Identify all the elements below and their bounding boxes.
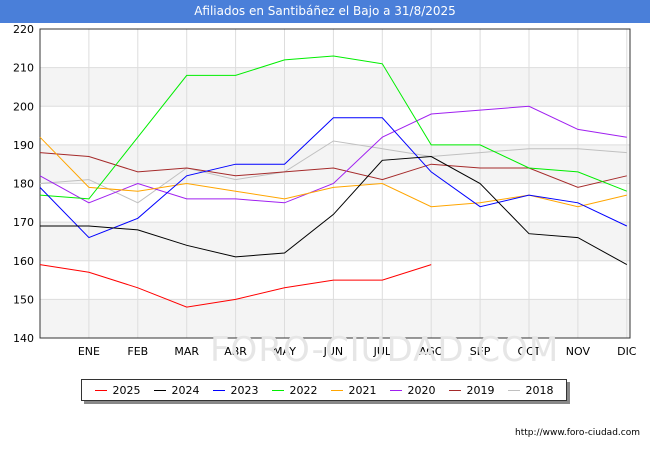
watermark: FORO-CIUDAD.COM: [210, 330, 560, 370]
x-tick-label: ABR: [224, 345, 247, 358]
x-tick-label: OCT: [517, 345, 540, 358]
chart-title: Afiliados en Santibáñez el Bajo a 31/8/2…: [0, 0, 650, 23]
series-line-2022: [39, 55, 627, 200]
legend-label: 2025: [112, 383, 141, 397]
legend-swatch: [448, 389, 461, 391]
x-tick-label: DIC: [617, 345, 637, 358]
series-line-2020: [39, 105, 627, 204]
y-tick-label: 190: [13, 139, 34, 152]
series-line-2023: [39, 117, 628, 239]
x-tick-label: JUL: [373, 345, 392, 358]
plot-band: [40, 67, 630, 107]
y-tick-label: 180: [13, 178, 34, 191]
y-tick-label: 150: [13, 293, 34, 306]
x-tick-label: FEB: [127, 345, 148, 358]
y-tick-label: 140: [13, 332, 34, 345]
legend-label: 2022: [289, 383, 318, 397]
x-tick-label: MAY: [273, 345, 296, 358]
y-tick-label: 220: [13, 23, 34, 36]
y-tick-label: 170: [13, 216, 34, 229]
legend-item-2022: 2022: [271, 383, 318, 397]
legend-swatch: [507, 389, 520, 391]
legend-item-2020: 2020: [389, 383, 436, 397]
legend-swatch: [212, 389, 225, 391]
x-tick-label: SEP: [470, 345, 491, 358]
x-tick-label: ENE: [78, 345, 100, 358]
plot-background: [40, 29, 630, 338]
legend-item-2023: 2023: [212, 383, 259, 397]
y-tick-label: 160: [13, 255, 34, 268]
x-tick-label: JUN: [323, 345, 344, 358]
x-tick-label: AGO: [419, 345, 444, 358]
legend-item-2025: 2025: [94, 383, 141, 397]
legend-item-2018: 2018: [507, 383, 554, 397]
y-tick-label: 210: [13, 62, 34, 75]
plot-band: [40, 222, 630, 261]
legend-swatch: [153, 389, 166, 391]
legend-swatch: [94, 389, 107, 391]
plot-band: [40, 29, 630, 68]
legend-item-2021: 2021: [330, 383, 377, 397]
source-url[interactable]: http://www.foro-ciudad.com: [515, 428, 640, 438]
x-tick-label: NOV: [566, 345, 591, 358]
series-line-2018: [39, 140, 627, 204]
legend-swatch: [389, 389, 402, 391]
legend-label: 2024: [171, 383, 200, 397]
legend-label: 2023: [230, 383, 259, 397]
series-lines: [39, 55, 628, 308]
legend-item-2024: 2024: [153, 383, 200, 397]
series-line-2024: [40, 155, 628, 266]
plot-band: [40, 183, 630, 223]
legend-label: 2020: [407, 383, 436, 397]
y-tick-label: 200: [13, 100, 34, 113]
plot-band: [40, 144, 630, 184]
legend-swatch: [330, 389, 343, 391]
plot-band: [40, 299, 630, 338]
legend-item-2019: 2019: [448, 383, 495, 397]
legend-swatch: [271, 389, 284, 391]
x-tick-label: MAR: [174, 345, 199, 358]
legend-label: 2018: [525, 383, 554, 397]
legend-label: 2021: [348, 383, 377, 397]
series-line-2025: [39, 264, 432, 308]
legend-label: 2019: [466, 383, 495, 397]
plot-band: [40, 106, 630, 145]
legend: 2025 2024 2023 2022 2021 2020 2019 2018: [81, 379, 567, 401]
